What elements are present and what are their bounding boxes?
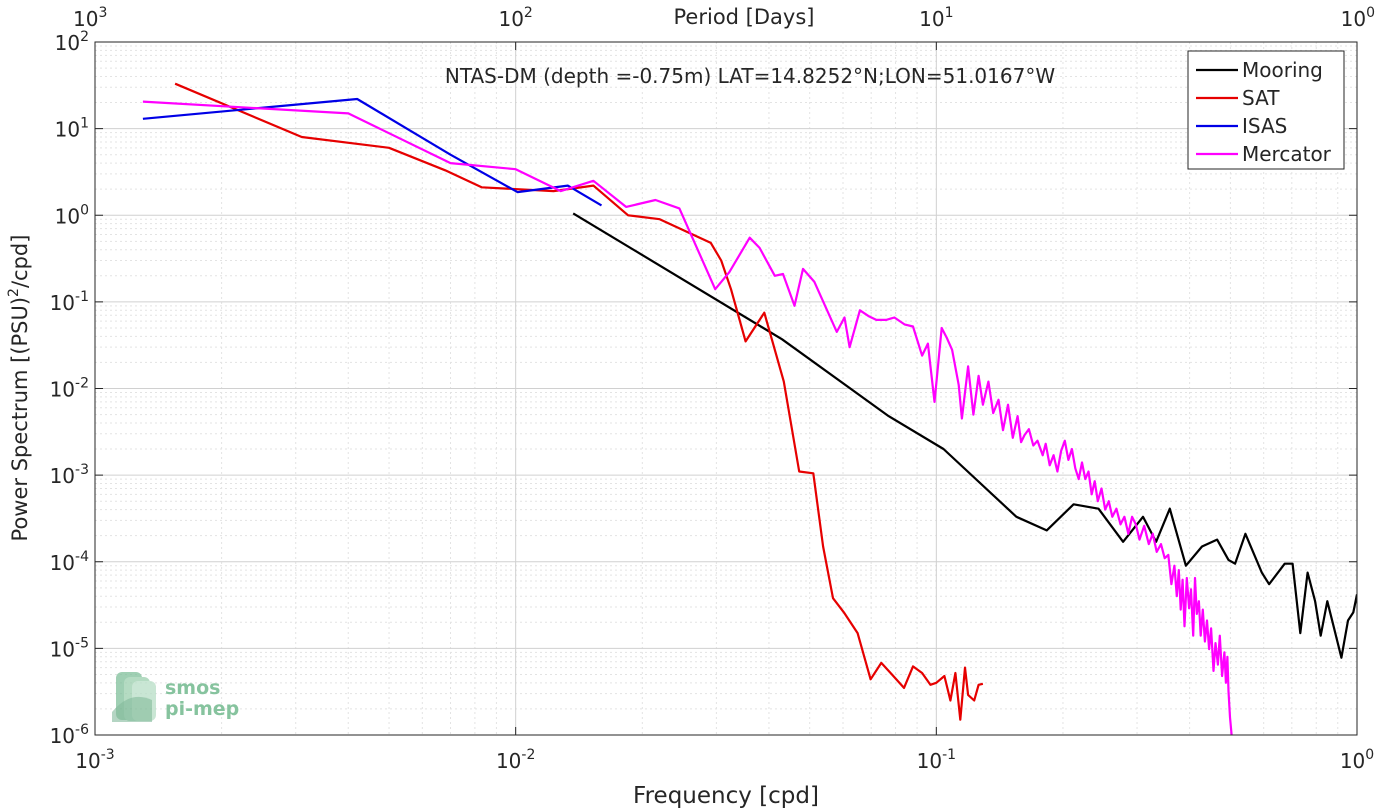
- y-tick-label: 10-3: [50, 462, 89, 488]
- legend: Mooring SAT ISAS Mercator: [1187, 50, 1345, 170]
- legend-label-mercator: Mercator: [1242, 142, 1332, 166]
- y-tick-labels: 10-6 10-5 10-4 10-3 10-2 10-1 100 101 102: [50, 29, 90, 748]
- top-tick-label: 100: [1341, 5, 1375, 31]
- y-axis-label-tail: /cpd]: [8, 235, 32, 288]
- x-tick-label: 10-1: [917, 747, 956, 773]
- y-axis-label: Power Spectrum [(PSU)2/cpd]: [6, 235, 32, 542]
- y-tick-label: 100: [55, 202, 89, 228]
- x-tick-label: 10-2: [496, 747, 535, 773]
- x-tick-labels: 10-3 10-2 10-1 100: [75, 747, 1374, 773]
- smos-pi-mep-logo: smos pi-mep: [112, 672, 239, 722]
- legend-label-isas: ISAS: [1242, 114, 1287, 138]
- legend-label-sat: SAT: [1242, 86, 1280, 110]
- axis-ticks: [94, 41, 1358, 736]
- y-tick-label: 10-6: [50, 722, 90, 748]
- top-tick-label: 101: [919, 5, 953, 31]
- logo-line1: smos: [165, 677, 220, 699]
- logo-mark-icon: [112, 672, 156, 722]
- logo-line2: pi-mep: [165, 698, 239, 720]
- x-axis-label: Frequency [cpd]: [633, 783, 819, 809]
- legend-items: Mooring SAT ISAS Mercator: [1196, 58, 1332, 166]
- series-layer: [142, 82, 1357, 735]
- y-tick-label: 10-1: [50, 289, 89, 315]
- minor-grid: [95, 42, 1357, 735]
- y-tick-label: 10-2: [50, 376, 89, 402]
- chart-title: NTAS-DM (depth =-0.75m) LAT=14.8252°N;LO…: [445, 64, 1055, 88]
- top-axis-label: Period [Days]: [674, 5, 815, 29]
- y-tick-label: 10-5: [50, 635, 89, 661]
- top-tick-label: 102: [498, 5, 532, 31]
- series-mooring-line: [572, 212, 1357, 659]
- y-tick-label: 101: [55, 116, 89, 142]
- top-tick-labels: 103 102 101 100: [73, 5, 1375, 31]
- y-tick-label: 10-4: [50, 549, 90, 575]
- x-tick-label: 10-3: [75, 747, 114, 773]
- x-tick-label: 100: [1340, 747, 1374, 773]
- y-tick-label: 102: [55, 29, 89, 55]
- series-mercator-line: [142, 100, 1233, 735]
- top-tick-label: 103: [73, 5, 107, 31]
- legend-label-mooring: Mooring: [1242, 58, 1323, 82]
- y-axis-label-main: Power Spectrum [(PSU): [8, 297, 32, 542]
- series-isas-line: [142, 97, 603, 207]
- y-axis-label-sup: 2: [6, 288, 22, 297]
